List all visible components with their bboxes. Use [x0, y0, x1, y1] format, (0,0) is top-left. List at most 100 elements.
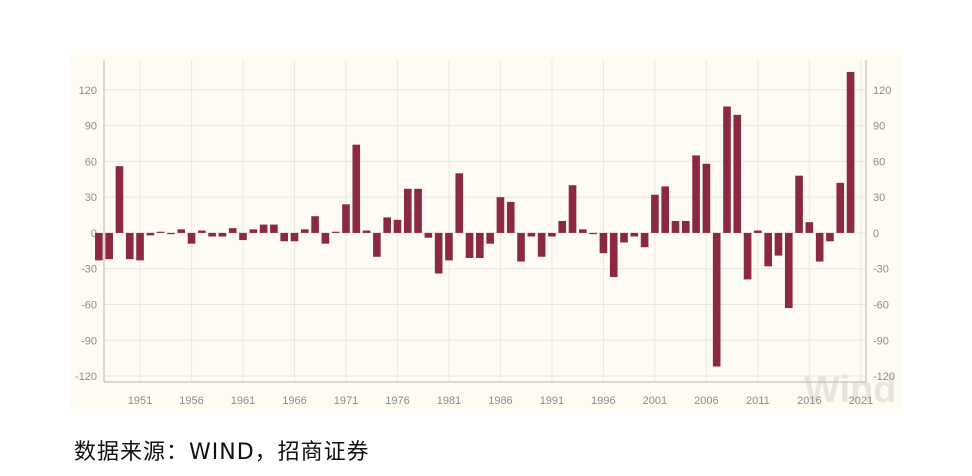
bar: [156, 231, 165, 233]
bar: [764, 232, 772, 267]
bar: [136, 232, 144, 261]
x-tick-label: 2006: [694, 395, 718, 407]
bar: [548, 232, 556, 237]
bar: [270, 224, 278, 233]
bar: [177, 229, 186, 233]
x-tick-label: 2011: [746, 395, 770, 407]
x-tick-label: 1971: [334, 395, 358, 407]
bar: [661, 186, 670, 233]
bar: [805, 222, 814, 233]
bar: [445, 232, 453, 261]
bar: [579, 229, 587, 233]
x-tick-label: 1956: [179, 395, 203, 407]
bar: [414, 188, 422, 233]
x-tick-label: 1966: [282, 395, 306, 407]
bar: [784, 232, 793, 309]
bar: [218, 232, 227, 237]
bar: [826, 232, 834, 242]
bar: [434, 232, 443, 274]
bar: [146, 232, 155, 236]
bar: [558, 221, 567, 233]
bar: [620, 232, 628, 243]
bar: [506, 201, 515, 233]
bar: [393, 219, 402, 233]
x-tick-label: 1976: [385, 395, 409, 407]
bar: [589, 232, 597, 235]
bar: [239, 232, 247, 241]
bar: [486, 232, 494, 244]
bar: [640, 232, 649, 248]
bar: [249, 229, 258, 233]
y-tick-label-right: 120: [873, 85, 891, 97]
bar: [815, 232, 824, 262]
bar: [692, 155, 700, 233]
bar: [455, 173, 464, 233]
y-tick-label-right: -60: [873, 299, 889, 311]
bar: [198, 230, 206, 233]
y-tick-label-right: -120: [873, 371, 895, 383]
bar: [681, 221, 690, 233]
bar: [167, 232, 175, 235]
bar: [496, 197, 505, 233]
y-tick-label-right: 30: [873, 192, 885, 204]
bar: [795, 175, 803, 233]
bar: [712, 232, 721, 367]
bar: [403, 188, 412, 233]
bar: [342, 204, 350, 233]
bar: [424, 232, 433, 238]
bar: [702, 163, 711, 233]
bar: [517, 232, 525, 262]
chart-panel: Wind 120 120 90 90 60 60 30 30 0 0 -30 -30 -60 -60 -90-…: [70, 52, 902, 412]
bar: [105, 232, 113, 260]
y-tick-label-left: 90: [85, 121, 97, 133]
bar: [754, 230, 762, 233]
x-tick-label: 1961: [231, 395, 255, 407]
y-tick-label-right: 60: [873, 156, 885, 168]
bar: [373, 232, 381, 257]
bar: [125, 232, 134, 260]
bar: [115, 166, 124, 233]
y-tick-label-right: 90: [873, 121, 885, 133]
y-tick-label-left: 120: [79, 85, 97, 97]
x-tick-label: 1991: [540, 395, 564, 407]
bar: [599, 232, 608, 254]
x-tick-label: 2016: [797, 395, 821, 407]
x-tick-label: 1986: [488, 395, 512, 407]
bar: [651, 194, 659, 233]
bar: [774, 232, 783, 256]
y-tick-label-left: 0: [91, 228, 97, 240]
x-tick-label: 2001: [643, 395, 667, 407]
bar: [290, 232, 299, 242]
bar: [352, 144, 361, 233]
bar: [321, 232, 330, 244]
bar: [259, 224, 268, 233]
bar: [311, 216, 319, 233]
bar: [187, 232, 196, 244]
y-tick-label-left: 60: [85, 156, 97, 168]
bar: [208, 232, 216, 237]
bar: [723, 106, 731, 233]
bar: [362, 230, 371, 233]
bar: [836, 182, 845, 233]
bar: [671, 221, 680, 233]
bar: [609, 232, 618, 278]
bar: [743, 232, 752, 280]
bar: [527, 232, 536, 237]
bar: [568, 185, 577, 233]
bar: [537, 232, 546, 257]
bar: [280, 232, 289, 242]
bar: [95, 232, 103, 261]
source-note: 数据来源：WIND，招商证券: [74, 440, 370, 465]
y-tick-label-left: -30: [81, 264, 97, 276]
bar: [383, 217, 391, 233]
y-tick-label-left: -60: [81, 299, 97, 311]
bar: [465, 232, 474, 258]
y-tick-label-right: -90: [873, 335, 889, 347]
bar: [733, 114, 742, 233]
bar: [630, 232, 639, 237]
bar: [476, 232, 484, 258]
y-tick-label-left: -90: [81, 335, 97, 347]
y-tick-label-left: 30: [85, 192, 97, 204]
bar: [846, 71, 855, 233]
